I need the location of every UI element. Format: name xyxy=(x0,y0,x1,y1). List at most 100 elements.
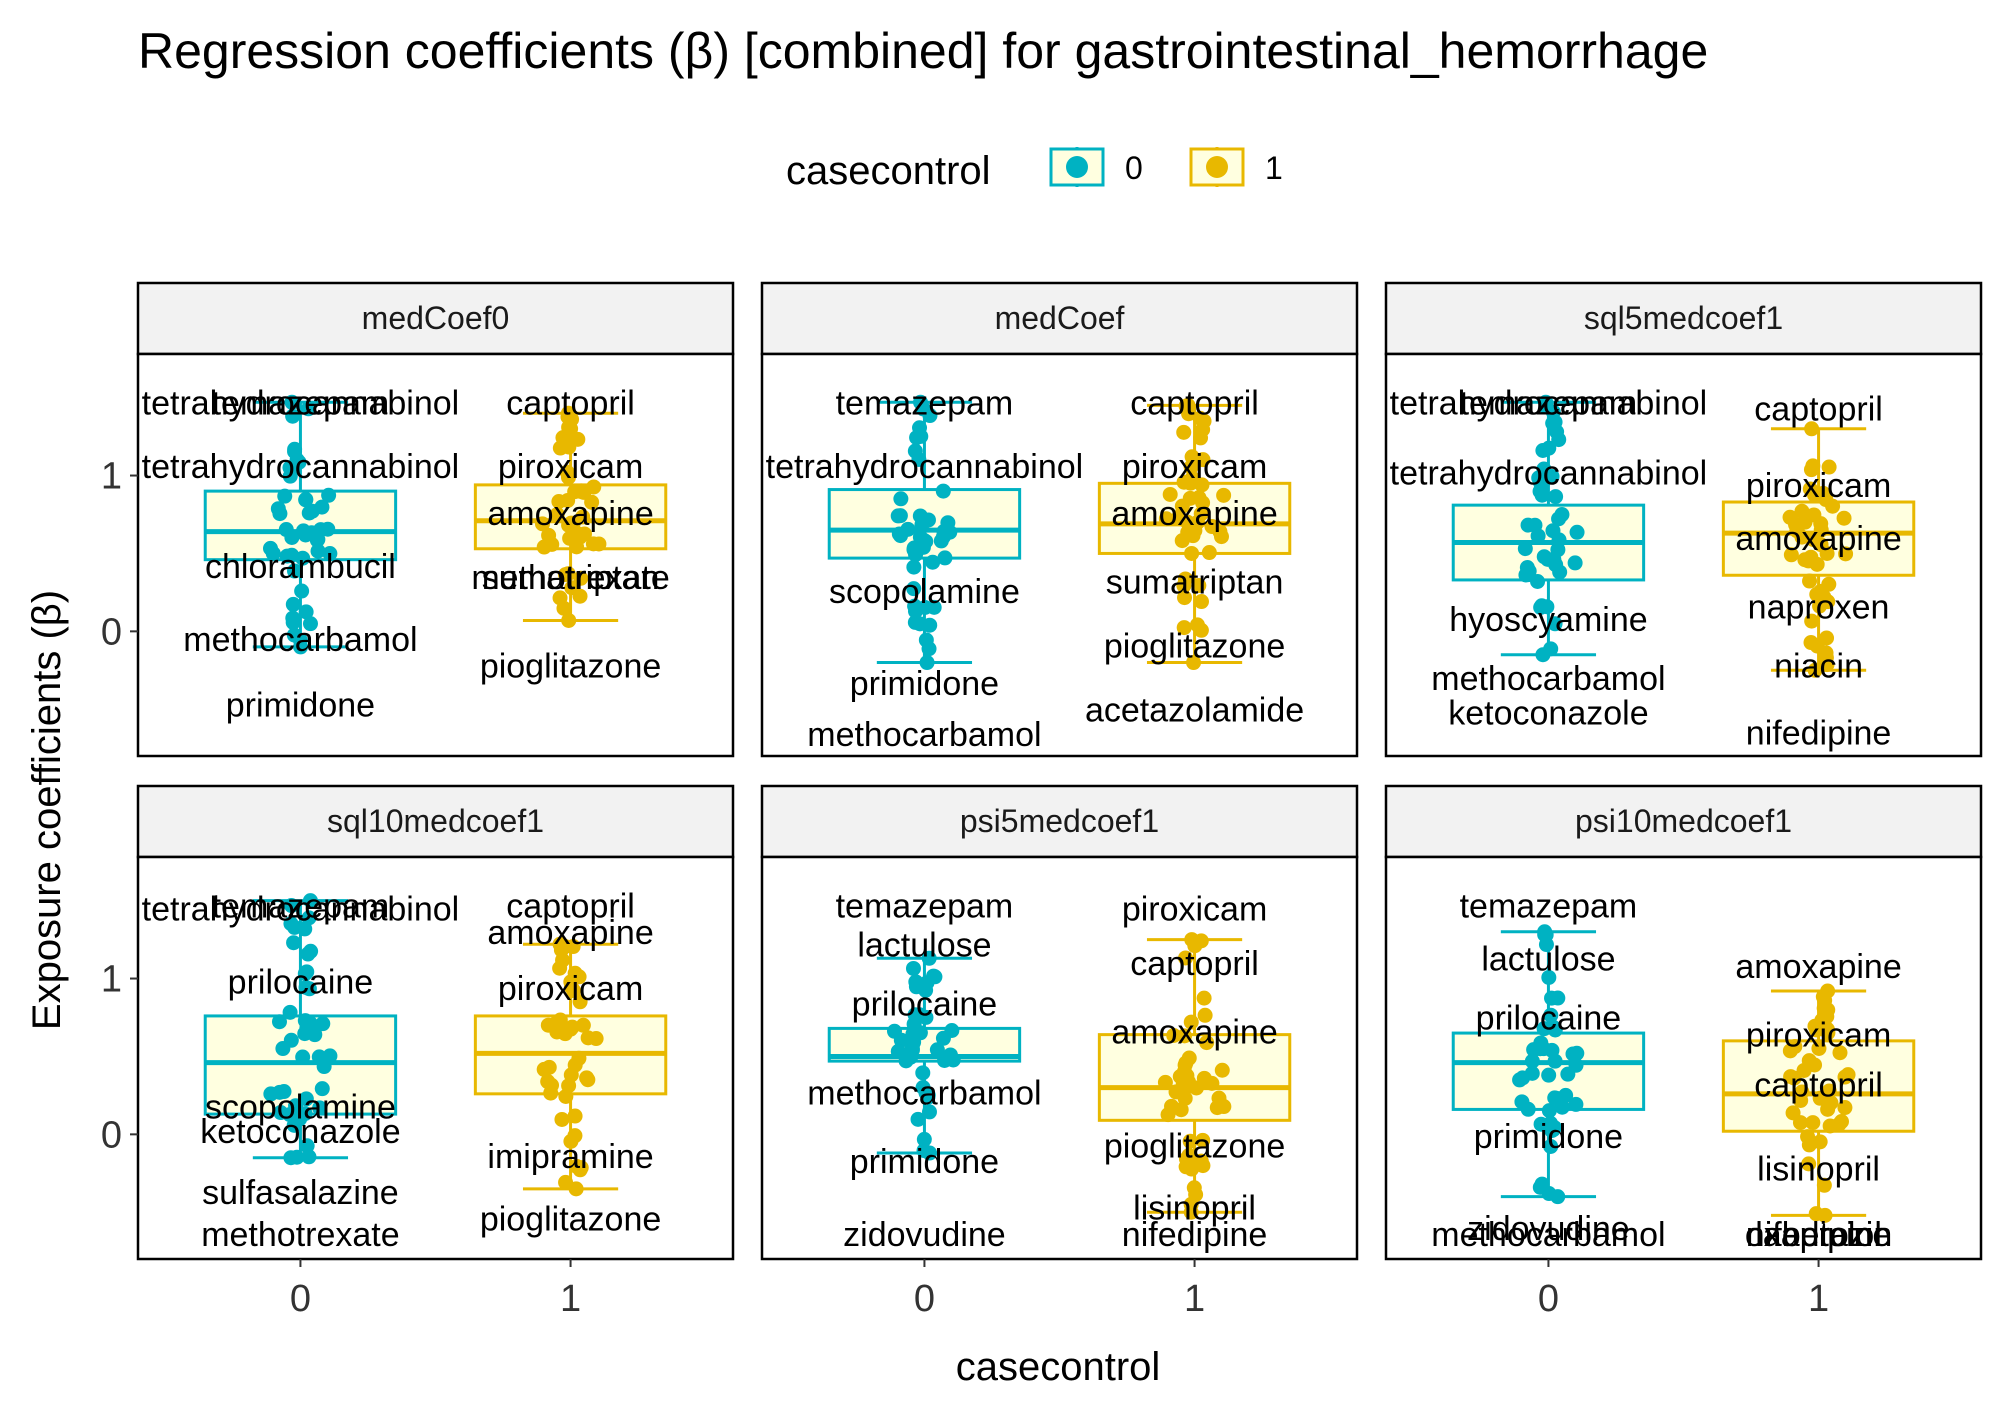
point-label: captopril xyxy=(1754,391,1883,429)
data-dot xyxy=(1816,1177,1832,1193)
data-dot xyxy=(1551,432,1567,448)
data-dot xyxy=(1558,1087,1574,1103)
point-label: amoxapine xyxy=(1735,520,1901,558)
point-label: imipramine xyxy=(487,1138,653,1176)
data-dot xyxy=(567,484,583,500)
data-dot xyxy=(929,1042,945,1058)
data-dot xyxy=(275,1041,291,1057)
facet-border xyxy=(760,352,1359,758)
data-dot xyxy=(263,1086,279,1102)
data-dot xyxy=(1193,594,1209,610)
y-tick-label: 0 xyxy=(101,1114,122,1156)
data-dot xyxy=(573,1160,589,1176)
data-dot xyxy=(314,1081,330,1097)
data-dot xyxy=(560,469,576,485)
data-dot xyxy=(1832,1045,1848,1061)
data-dot xyxy=(557,1026,573,1042)
data-dot xyxy=(1547,616,1563,632)
data-dot xyxy=(1792,1115,1808,1131)
data-dot xyxy=(553,942,569,958)
data-dot xyxy=(552,960,568,976)
data-dot xyxy=(561,1078,577,1094)
point-label: ketoconazole xyxy=(1448,694,1648,732)
data-dot xyxy=(1541,1067,1557,1083)
data-dot xyxy=(282,1004,298,1020)
data-dot xyxy=(1526,1042,1542,1058)
data-dot xyxy=(534,516,550,532)
facet-strip-label: sql5medcoef1 xyxy=(1584,300,1783,336)
data-dot xyxy=(549,506,565,522)
point-label: temazepam xyxy=(212,887,390,925)
data-dot xyxy=(906,581,922,597)
data-dot xyxy=(591,536,607,552)
box-group-1 xyxy=(1721,421,1916,678)
data-dot xyxy=(1536,1021,1552,1037)
data-dot xyxy=(560,566,576,582)
data-dot xyxy=(270,501,286,517)
data-dot xyxy=(303,943,319,959)
point-label: pioglitazone xyxy=(480,1200,661,1238)
chart-title: Regression coefficients (β) [combined] f… xyxy=(138,23,1708,79)
point-label: primidone xyxy=(1474,1118,1623,1156)
data-dot xyxy=(1191,578,1207,594)
box-group-1 xyxy=(1097,932,1292,1220)
point-label: captopril xyxy=(506,887,635,925)
data-dot xyxy=(286,627,302,643)
data-dot xyxy=(285,596,301,612)
point-label: hyoscyamine xyxy=(1449,601,1647,639)
facet-strip-label: sql10medcoef1 xyxy=(327,803,544,839)
data-dot xyxy=(1819,1021,1835,1037)
point-label: tetrahydrocannabinol xyxy=(766,448,1084,486)
data-dot xyxy=(302,893,318,909)
data-dot xyxy=(1174,498,1190,514)
data-dot xyxy=(1183,475,1199,491)
data-dot xyxy=(1193,430,1209,446)
data-dot xyxy=(1188,1187,1204,1203)
data-dot xyxy=(1182,1133,1198,1149)
facet-border xyxy=(1384,352,1983,758)
point-label: piroxicam xyxy=(1122,890,1267,928)
data-dot xyxy=(552,590,568,606)
facet-strip-label: psi10medcoef1 xyxy=(1575,803,1792,839)
facet-psi10medcoef1: psi10medcoef1 temazepam lactulose prilocain… xyxy=(1384,784,1983,1320)
point-label: lisinopril xyxy=(1133,1190,1256,1228)
point-label: captopril xyxy=(1754,1066,1883,1104)
data-dot xyxy=(285,610,301,626)
data-dot xyxy=(1193,506,1209,522)
data-dot xyxy=(564,580,580,596)
point-label: captopril xyxy=(1130,384,1259,422)
data-dot xyxy=(1801,1156,1817,1172)
data-dot xyxy=(1544,1042,1560,1058)
data-dot xyxy=(1822,1118,1838,1134)
point-label: nifedipine xyxy=(1746,715,1892,753)
data-dot xyxy=(1176,424,1192,440)
data-dot xyxy=(1176,578,1192,594)
facet-strip xyxy=(136,784,735,859)
data-dot xyxy=(1813,583,1829,599)
data-dot xyxy=(1840,1067,1856,1083)
x-tick-label: 0 xyxy=(1538,1278,1559,1320)
data-dot xyxy=(1821,1083,1837,1099)
data-dot xyxy=(922,617,938,633)
data-dot xyxy=(297,921,313,937)
data-dot xyxy=(1808,1206,1824,1222)
data-dot xyxy=(566,983,582,999)
data-dot xyxy=(1534,1176,1550,1192)
data-dot xyxy=(536,1061,552,1077)
point-label: methocarbamol xyxy=(807,1074,1041,1112)
data-dot xyxy=(1546,1120,1562,1136)
point-label: prilocaine xyxy=(1476,999,1622,1037)
legend-label-0: 0 xyxy=(1125,150,1143,186)
data-dot xyxy=(926,599,942,615)
facet-sql5medcoef1: sql5medcoef1temazepamtetrahydrocannabino… xyxy=(1384,281,1983,758)
data-dot xyxy=(1201,545,1217,561)
data-dot xyxy=(893,491,909,507)
data-dot xyxy=(1833,1114,1849,1130)
data-dot xyxy=(304,503,320,519)
data-dot xyxy=(1811,1040,1827,1056)
data-dot xyxy=(1544,990,1560,1006)
data-dot xyxy=(316,1059,332,1075)
data-dot xyxy=(916,1131,932,1147)
point-label: tetrahydrocannabinol xyxy=(142,448,460,486)
